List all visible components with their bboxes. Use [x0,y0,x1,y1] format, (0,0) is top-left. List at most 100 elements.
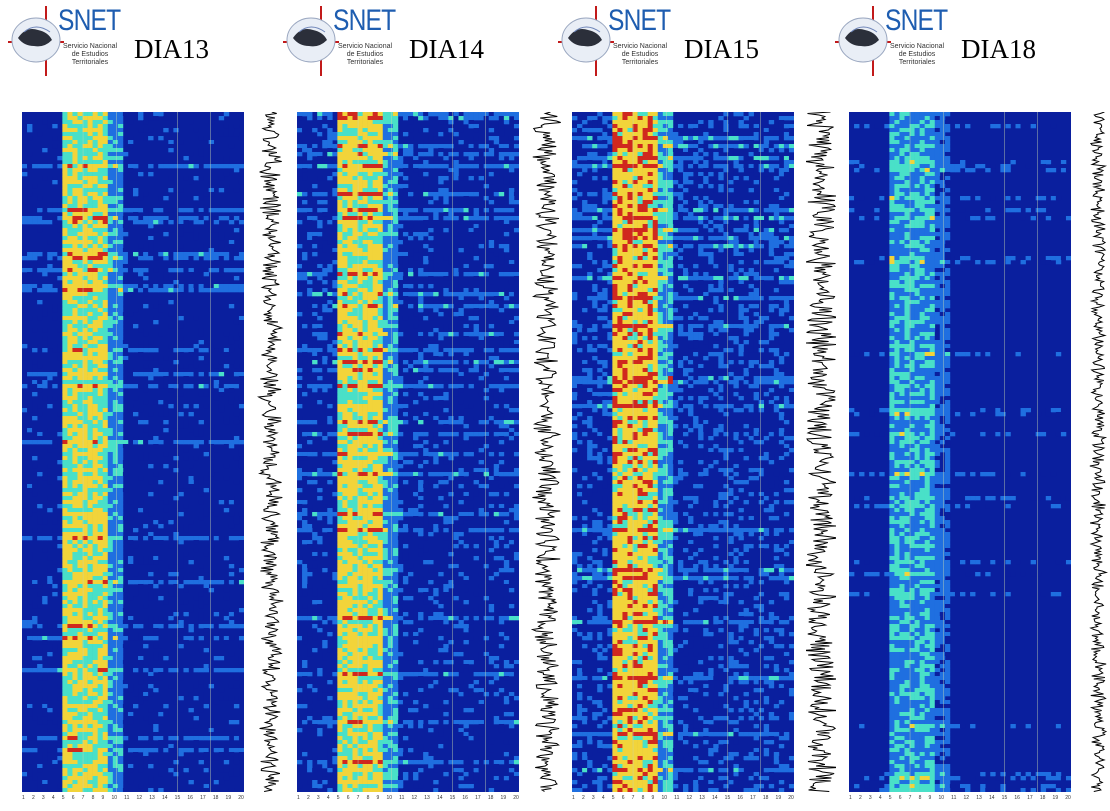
spectrogram-cell [372,276,379,281]
spectrogram-cell [22,624,28,629]
spectrogram-cell [102,752,109,757]
spectrogram-cell [158,496,164,501]
spectrogram-cell [143,192,149,197]
spectrogram-cell [57,216,63,221]
spectrogram-cell [92,508,98,513]
spectrogram-cell [22,164,28,169]
spectrogram-cell [382,264,389,269]
spectrogram-cell [463,152,469,157]
spectrogram-cell [77,128,83,133]
spectrogram-cell [367,204,373,209]
spectrogram-cell [163,712,169,717]
spectrogram-cell [67,324,73,329]
spectrogram-cell [92,672,98,677]
spectrogram-cell [102,156,109,161]
spectrogram-cell [67,676,73,681]
spectrogram-cell [493,192,500,197]
spectrogram-cell [62,320,68,325]
spectrogram-cell [72,668,78,673]
spectrogram-cell [168,188,174,193]
spectrogram-cell [22,220,28,225]
spectrogram-cell [223,284,230,289]
spectrogram-cell [127,404,134,409]
spectrogram-cell [372,224,379,229]
spectrogram-cell [468,232,474,237]
spectrogram-cell [302,268,308,273]
spectrogram-cell [72,396,78,401]
spectrogram-cell [117,296,124,301]
spectrogram-cell [168,312,174,317]
spectrogram-cell [133,216,139,221]
spectrogram-cell [362,120,368,125]
spectrogram-cell [317,220,323,225]
spectrogram-cell [302,272,308,277]
spectrogram-cell [122,588,129,593]
spectrogram-cell [218,256,225,261]
spectrogram-cell [127,268,134,273]
spectrogram-cell [112,752,119,757]
spectrogram-cell [183,524,189,529]
spectrogram-cell [148,464,154,469]
spectrogram-cell [107,572,114,577]
spectrogram-cell [72,732,78,737]
spectrogram-cell [112,172,119,177]
spectrogram-cell [67,384,73,389]
spectrogram-cell [488,264,495,269]
spectrogram-cell [62,552,68,557]
spectrogram-cell [332,280,338,285]
spectrogram-cell [92,248,98,253]
spectrogram-cell [102,648,109,653]
spectrogram-cell [117,452,124,457]
spectrogram-cell [498,288,505,293]
spectrogram-cell [307,116,313,121]
spectrogram-cell [112,692,119,697]
spectrogram-cell [102,632,109,637]
spectrogram-cell [27,216,33,221]
spectrogram-cell [77,280,83,285]
spectrogram-cell [178,316,184,321]
spectrogram-cell [112,704,119,709]
spectrogram-cell [158,492,164,497]
spectrogram-cell [107,204,114,209]
spectrogram-cell [208,268,215,273]
spectrogram-cell [337,132,343,137]
spectrogram-cell [408,136,414,141]
spectrogram-cell [392,176,399,181]
spectrogram-cell [367,212,373,217]
spectrogram-cell [402,212,409,217]
spectrogram-cell [178,772,184,777]
spectrogram-cell [307,156,313,161]
spectrogram-cell [392,148,399,153]
spectrogram-cell [127,436,134,441]
spectrogram-cell [27,568,33,573]
spectrogram-cell [408,112,414,117]
spectrogram-cell [87,224,93,229]
spectrogram-cell [67,296,73,301]
spectrogram-cell [138,220,144,225]
spectrogram-cell [72,660,78,665]
spectrogram-cell [173,372,179,377]
spectrogram-cell [22,256,28,261]
spectrogram-cell [153,256,159,261]
spectrogram-cell [307,196,313,201]
spectrogram-cell [87,128,93,133]
spectrogram-cell [82,716,88,721]
spectrogram-cell [112,428,119,433]
spectrogram-cell [92,700,98,705]
spectrogram-cell [392,120,399,125]
spectrogram-cell [297,172,303,177]
spectrogram-cell [47,508,53,513]
spectrogram-cell [117,424,124,429]
spectrogram-cell [77,632,83,637]
spectrogram-cell [433,144,439,149]
spectrogram-cell [122,736,129,741]
spectrogram-cell [112,424,119,429]
spectrogram-cell [178,392,184,397]
spectrogram-cell [32,384,38,389]
spectrogram-cell [107,712,114,717]
spectrogram-cell [92,128,98,133]
spectrogram-cell [117,500,124,505]
spectrogram-cell [342,244,348,249]
spectrogram-cell [372,160,379,165]
spectrogram-cell [203,488,209,493]
